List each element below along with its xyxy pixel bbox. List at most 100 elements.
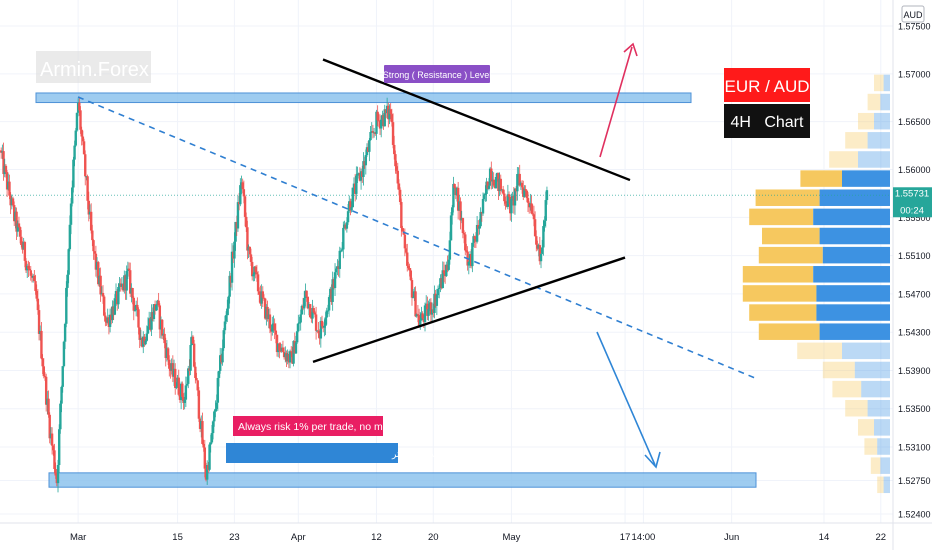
volume-profile-bar-down	[800, 170, 842, 187]
candle-body	[456, 187, 460, 211]
candle-body	[181, 383, 184, 397]
candle-body	[436, 289, 440, 296]
candle-body	[35, 290, 38, 299]
candle-body	[317, 330, 320, 334]
volume-profile-bar-up	[874, 112, 890, 130]
candle-body	[241, 182, 244, 190]
candle-body	[544, 200, 547, 221]
candle-body	[194, 366, 197, 378]
candle-body	[183, 399, 186, 403]
candle-body	[82, 141, 86, 155]
time-tick-label: Apr	[291, 532, 306, 543]
volume-profile-bar-up	[883, 476, 890, 494]
candle-body	[158, 305, 162, 330]
candle-body	[404, 248, 408, 253]
volume-profile-bar-up	[877, 438, 890, 455]
candle-body	[320, 320, 324, 327]
candle-body	[346, 211, 350, 223]
candle-body	[254, 266, 257, 273]
candle-body	[481, 198, 485, 214]
time-tick-label: 14:00	[632, 532, 656, 543]
candle-body	[487, 185, 491, 189]
candle-body	[5, 172, 9, 190]
candle-body	[36, 298, 40, 311]
candle-body	[44, 376, 48, 405]
price-axis[interactable]: 1.57500 1.57000 1.56500 1.56000 1.55500 1.551…	[898, 22, 931, 520]
candle-countdown: 00:24	[900, 205, 924, 216]
candle-body	[33, 275, 36, 282]
price-tick-label: 1.56500	[898, 117, 931, 127]
candle-body	[65, 287, 68, 324]
candle-body	[395, 166, 398, 171]
candle-body	[442, 270, 446, 274]
candle-body	[297, 323, 300, 332]
candle-body	[376, 111, 379, 121]
candle-body	[351, 187, 354, 208]
candle-body	[308, 304, 312, 318]
candle-body	[323, 325, 326, 328]
candle-body	[157, 300, 160, 306]
time-tick-label: Jun	[724, 532, 739, 543]
volume-profile-bar-down	[870, 457, 881, 474]
candle-body	[47, 398, 50, 415]
candle-body	[327, 297, 331, 311]
candle-body	[531, 213, 534, 215]
candle-body	[274, 330, 278, 335]
resistance-label-box	[384, 65, 490, 83]
time-axis[interactable]: Mar 15 23 Apr 12 20 May 17 14:00 Jun 14 22	[70, 532, 886, 543]
candle-body	[421, 313, 424, 319]
candle-body	[281, 347, 285, 352]
candle-body	[398, 189, 402, 202]
candle-body	[401, 227, 404, 232]
volume-profile-bar-up	[854, 361, 890, 379]
candle-body	[41, 358, 44, 367]
candle-body	[97, 262, 100, 285]
candle-body	[87, 200, 90, 215]
descending-trendline[interactable]	[77, 96, 756, 379]
candle-body	[541, 247, 544, 254]
candle-body	[236, 202, 240, 229]
triangle-upper-line[interactable]	[322, 58, 631, 182]
volume-profile-bar-down	[874, 74, 884, 92]
candle-body	[449, 215, 453, 241]
candle-body	[526, 198, 530, 203]
price-tick-label: 1.53500	[898, 404, 931, 414]
price-tick-label: 1.57000	[898, 69, 931, 79]
price-tick-label: 1.53100	[898, 443, 931, 453]
candle-body	[248, 246, 251, 255]
risk-note-en-box	[233, 416, 383, 436]
candle-body	[29, 270, 32, 276]
price-tick-label: 1.55100	[898, 251, 931, 261]
candle-body	[375, 111, 378, 134]
resistance-zone[interactable]	[35, 92, 692, 104]
candle-body	[482, 194, 486, 199]
candle-body	[187, 368, 190, 384]
volume-profile-bar-up	[861, 380, 890, 398]
candle-body	[208, 444, 211, 470]
candle-body	[152, 304, 156, 320]
candle-body	[369, 132, 372, 141]
candle-body	[368, 140, 371, 152]
candle-body	[275, 334, 279, 353]
candle-body	[195, 377, 198, 381]
candle-body	[63, 323, 67, 342]
volume-profile-bar-down	[797, 342, 842, 360]
candle-body	[429, 302, 433, 315]
triangle-lower-line[interactable]	[312, 256, 626, 363]
candle-body	[2, 151, 5, 175]
bullish-arrow	[599, 42, 638, 158]
volume-profile-bar-down	[867, 93, 881, 111]
candle-body	[17, 223, 21, 228]
candle-body	[92, 240, 95, 252]
candle-body	[81, 136, 85, 142]
support-zone[interactable]	[48, 472, 757, 488]
volume-profile-bar-up	[819, 227, 890, 245]
candle-body	[205, 464, 209, 480]
candle-body	[23, 242, 27, 261]
candle-body	[227, 296, 230, 309]
pair-badge: EUR / AUD	[724, 77, 809, 96]
candle-body	[371, 131, 375, 133]
candle-body	[37, 310, 41, 334]
candle-body	[60, 386, 63, 404]
